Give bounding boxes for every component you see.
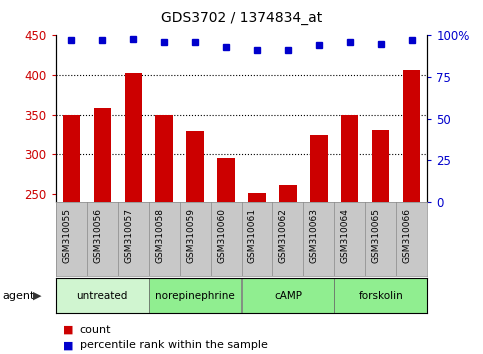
Text: agent: agent [2,291,35,301]
Text: ■: ■ [63,325,73,335]
Text: GSM310062: GSM310062 [279,208,288,263]
Bar [125,73,142,202]
Text: GSM310058: GSM310058 [155,208,164,263]
Bar [403,70,421,202]
Bar [248,193,266,202]
Bar [62,115,80,202]
Text: GSM310059: GSM310059 [186,208,195,263]
Text: forskolin: forskolin [358,291,403,301]
Text: GSM310066: GSM310066 [403,208,412,263]
Text: GSM310060: GSM310060 [217,208,226,263]
Text: GDS3702 / 1374834_at: GDS3702 / 1374834_at [161,11,322,25]
Text: ▶: ▶ [33,291,42,301]
Text: GSM310063: GSM310063 [310,208,319,263]
Bar [311,135,327,202]
Bar [242,278,334,313]
Text: cAMP: cAMP [274,291,302,301]
Text: GSM310056: GSM310056 [93,208,102,263]
Text: GSM310055: GSM310055 [62,208,71,263]
Text: untreated: untreated [76,291,128,301]
Bar [341,115,358,202]
Bar [217,158,235,202]
Text: count: count [80,325,111,335]
Bar [56,278,149,313]
Bar [156,115,172,202]
Text: percentile rank within the sample: percentile rank within the sample [80,340,268,350]
Text: GSM310061: GSM310061 [248,208,257,263]
Bar [94,108,111,202]
Text: ■: ■ [63,340,73,350]
Text: GSM310064: GSM310064 [341,208,350,263]
Text: norepinephrine: norepinephrine [155,291,235,301]
Bar [280,185,297,202]
Bar [186,131,203,202]
Bar [372,131,389,202]
Text: GSM310057: GSM310057 [124,208,133,263]
Bar [149,278,242,313]
Text: GSM310065: GSM310065 [372,208,381,263]
Bar [334,278,427,313]
